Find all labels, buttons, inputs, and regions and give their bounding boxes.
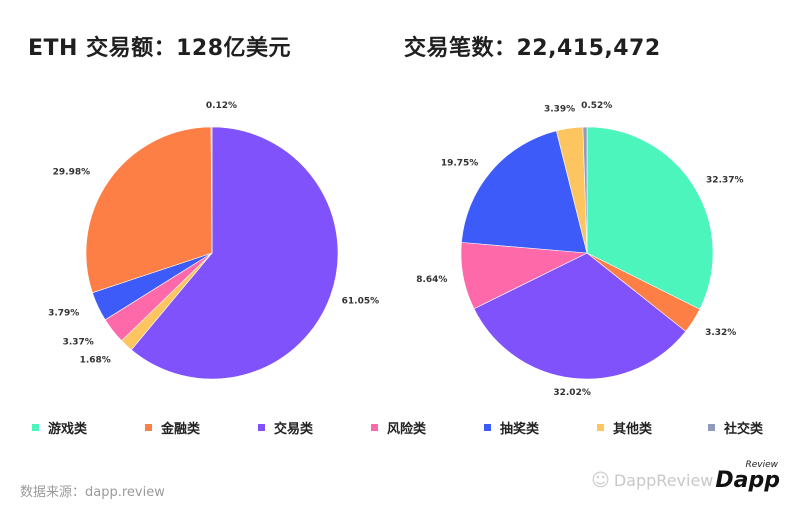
legend-swatch [371,424,378,431]
slice-value-label: 29.98% [53,168,91,178]
slice-value-label: 1.68% [80,356,111,366]
legend-swatch [258,424,265,431]
tx-count-pie-chart: 32.37% 3.32% 32.02% 8.64% 19.75% 3.39% 0.52% [416,101,744,398]
pie-slice [582,126,588,254]
slice-value-label: 3.39% [544,104,575,114]
eth-volume-pie-chart: 61.05% 1.68% 3.37% 3.79% 29.98% 0.12% [48,101,380,380]
left-chart-title: ETH 交易额：128亿美元 [28,36,292,61]
logo-sup: Review [745,460,778,470]
legend-swatch [145,424,152,431]
legend-item-finance: 金融类 [145,418,200,437]
dapp-review-logo: Dapp Review [715,460,780,493]
pie-slice [210,126,213,254]
legend-label: 抽奖类 [500,422,540,437]
legend-swatch [32,424,39,431]
slice-value-label: 0.12% [206,101,237,111]
legend-label: 交易类 [274,422,314,437]
legend-item-games: 游戏类 [32,418,87,437]
slice-value-label: 32.37% [706,175,744,185]
chart-legend: 游戏类 金融类 交易类 风险类 抽奖类 其他类 社交类 [0,418,800,442]
right-chart-title: 交易笔数：22,415,472 [404,36,661,61]
slice-value-label: 8.64% [416,275,447,285]
wechat-icon: ☺ [591,470,610,491]
slice-value-label: 0.52% [581,101,612,111]
watermark-text: DappReview [613,471,714,490]
pie-slice [130,126,339,380]
watermark: ☺ DappReview Dapp Review [591,460,780,493]
pie-slice [461,130,588,254]
legend-label: 金融类 [161,422,201,437]
pie-slice [586,126,714,310]
slice-value-label: 3.37% [63,337,94,347]
legend-swatch [597,424,604,431]
legend-swatch [708,424,715,431]
legend-item-social: 社交类 [708,418,763,437]
pie-slice [85,126,213,294]
slice-value-label: 19.75% [441,158,479,168]
legend-label: 其他类 [613,422,653,437]
legend-label: 风险类 [387,422,427,437]
slice-value-label: 3.79% [48,309,79,319]
legend-swatch [484,424,491,431]
legend-item-risk: 风险类 [371,418,426,437]
legend-label: 游戏类 [48,422,88,437]
pie-slice [473,252,687,380]
slice-value-label: 3.32% [705,328,736,338]
legend-item-lottery: 抽奖类 [484,418,539,437]
data-source-note: 数据来源：dapp.review [20,485,165,500]
slice-value-label: 61.05% [342,297,380,307]
legend-item-other: 其他类 [597,418,652,437]
legend-label: 社交类 [724,422,764,437]
slice-value-label: 32.02% [553,388,591,398]
legend-item-exchange: 交易类 [258,418,313,437]
logo-text: Dapp [715,468,780,493]
